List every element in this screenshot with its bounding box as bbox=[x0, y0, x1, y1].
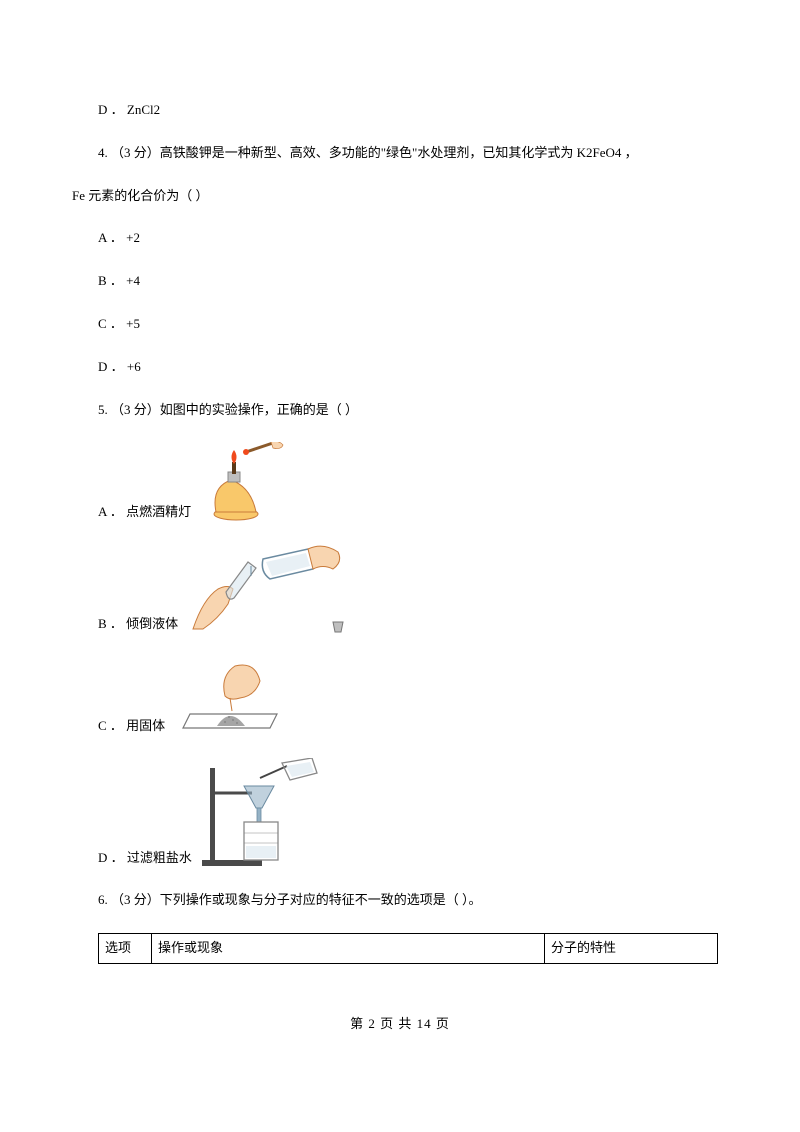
q5-option-a-label: A ． 点燃酒精灯 bbox=[98, 502, 191, 523]
q6-table: 选项 操作或现象 分子的特性 bbox=[98, 933, 718, 964]
filter-diagram bbox=[202, 758, 332, 868]
pouring-diagram bbox=[188, 544, 358, 634]
page-content: D ． ZnCl2 4. （3 分）高铁酸钾是一种新型、高效、多功能的"绿色"水… bbox=[0, 0, 800, 1075]
lamp-diagram bbox=[201, 442, 291, 522]
col-option: 选项 bbox=[99, 934, 152, 964]
page-footer: 第 2 页 共 14 页 bbox=[72, 1014, 728, 1035]
q5-option-a-row: A ． 点燃酒精灯 bbox=[98, 442, 728, 522]
q4-option-d: D ． +6 bbox=[72, 357, 728, 378]
solid-diagram bbox=[175, 656, 285, 736]
q5-stem: 5. （3 分）如图中的实验操作，正确的是（ ） bbox=[72, 400, 728, 421]
q5-option-c-label: C ． 用固体 bbox=[98, 716, 165, 737]
q6-stem: 6. （3 分）下列操作或现象与分子对应的特征不一致的选项是（ ）。 bbox=[72, 890, 728, 911]
q5-option-c-row: C ． 用固体 bbox=[98, 656, 728, 736]
table-row: 选项 操作或现象 分子的特性 bbox=[99, 934, 718, 964]
col-phenomenon: 操作或现象 bbox=[152, 934, 545, 964]
q4-option-b: B ． +4 bbox=[72, 271, 728, 292]
q4-stem-line1: 4. （3 分）高铁酸钾是一种新型、高效、多功能的"绿色"水处理剂，已知其化学式… bbox=[72, 143, 728, 164]
q4-option-c: C ． +5 bbox=[72, 314, 728, 335]
q3-option-d: D ． ZnCl2 bbox=[72, 100, 728, 121]
q5-option-d-row: D ． 过滤粗盐水 bbox=[98, 758, 728, 868]
q5-option-b-row: B ． 倾倒液体 bbox=[98, 544, 728, 634]
q5-option-b-label: B ． 倾倒液体 bbox=[98, 614, 178, 635]
q4-option-a: A ． +2 bbox=[72, 228, 728, 249]
col-property: 分子的特性 bbox=[545, 934, 718, 964]
q5-option-d-label: D ． 过滤粗盐水 bbox=[98, 848, 192, 869]
q4-stem-line2: Fe 元素的化合价为（ ） bbox=[72, 186, 728, 207]
